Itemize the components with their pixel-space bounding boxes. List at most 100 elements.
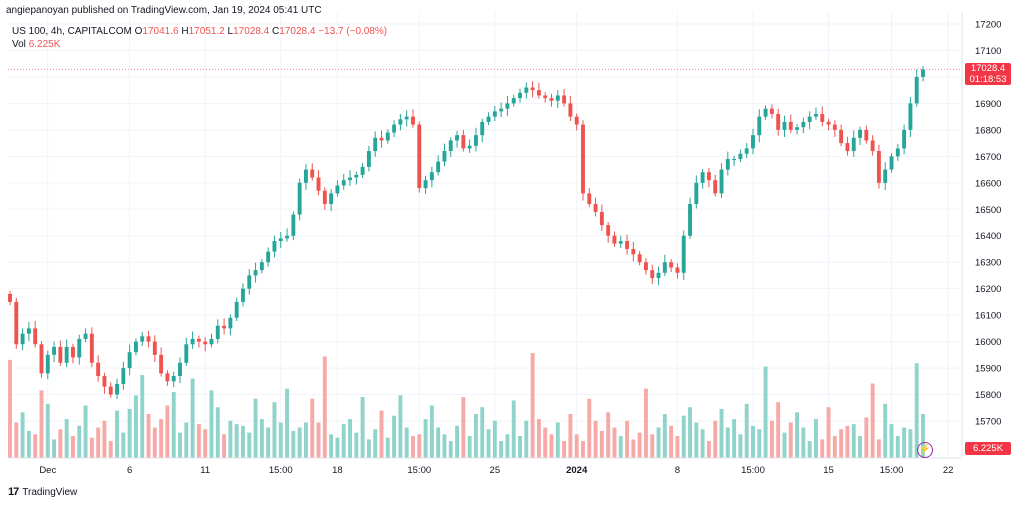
- volume-bar: [581, 441, 585, 458]
- volume-bar: [71, 436, 75, 458]
- candle-body: [45, 354, 50, 374]
- candle-body: [373, 137, 378, 152]
- volume-bar: [102, 420, 107, 458]
- volume-bar: [20, 412, 25, 458]
- volume-bar: [518, 436, 522, 458]
- candle-body: [486, 116, 491, 122]
- candle-body: [20, 333, 25, 345]
- y-tick-label: 16100: [975, 311, 1001, 322]
- volume-bar: [140, 375, 145, 458]
- volume-bar: [725, 427, 730, 458]
- candle-body: [826, 121, 831, 125]
- x-tick-label: 2024: [566, 465, 588, 476]
- volume-bar: [329, 434, 334, 458]
- candle-body: [581, 124, 585, 194]
- volume-bar: [14, 422, 19, 458]
- volume-bar: [133, 395, 138, 458]
- volume-bar: [700, 429, 705, 458]
- y-tick-label: 15700: [975, 417, 1001, 428]
- symbol-ohlc-line: US 100, 4h, CAPITALCOM O17041.6 H17051.2…: [12, 26, 387, 37]
- volume-bar: [89, 437, 94, 458]
- volume-bar: [241, 425, 245, 458]
- candle-body: [184, 344, 189, 363]
- volume-bar: [612, 427, 617, 458]
- last-price-value: 17028.4: [970, 63, 1006, 74]
- y-tick-label: 16500: [975, 205, 1001, 216]
- candle-body: [681, 235, 686, 273]
- volume-bar: [694, 422, 699, 458]
- volume-bar: [795, 412, 800, 458]
- volume-bar: [650, 434, 655, 458]
- candle-body: [196, 338, 201, 342]
- volume-bar: [587, 398, 592, 458]
- volume-bar: [83, 405, 88, 458]
- open-label: O: [134, 26, 143, 37]
- volume-bar: [505, 434, 510, 458]
- volume-bar: [215, 407, 220, 458]
- y-tick-label: 17100: [975, 46, 1001, 57]
- volume-bar: [228, 420, 233, 458]
- volume-bar: [706, 441, 711, 458]
- volume-bar: [108, 441, 113, 458]
- volume-bar: [45, 403, 50, 458]
- y-tick-label: 16600: [975, 178, 1001, 189]
- candle-body: [203, 341, 208, 345]
- candle-body: [423, 180, 428, 189]
- y-tick-label: 16800: [975, 125, 1001, 136]
- volume-bar: [310, 398, 315, 458]
- candle-body: [650, 270, 655, 279]
- candle-body: [102, 376, 107, 387]
- volume-bar: [807, 441, 812, 458]
- candle-body: [763, 108, 768, 117]
- candle-body: [209, 338, 214, 345]
- volume-bar: [530, 353, 535, 458]
- candle-body: [669, 262, 674, 268]
- volume-bar: [763, 366, 768, 458]
- candle-body: [379, 137, 384, 141]
- candle-body: [795, 127, 800, 130]
- volume-bar: [222, 434, 227, 458]
- volume-bar: [127, 408, 132, 458]
- volume-bar: [266, 427, 271, 458]
- candle-body: [587, 193, 592, 204]
- candle-body: [631, 248, 636, 255]
- volume-bar: [96, 427, 101, 458]
- volume-bar: [316, 422, 321, 458]
- candle-body: [858, 129, 862, 138]
- candle-body: [448, 140, 453, 152]
- volume-line: Vol 6.225K: [12, 39, 60, 50]
- candle-body: [876, 151, 881, 183]
- candle-body: [902, 129, 907, 149]
- candle-body: [335, 185, 340, 194]
- candle-body: [511, 98, 516, 104]
- candle-body: [33, 328, 38, 345]
- tradingview-brand[interactable]: 17 TradingView: [8, 486, 77, 498]
- volume-bar: [404, 427, 409, 458]
- candle-body: [354, 174, 359, 178]
- candle-body: [159, 354, 164, 374]
- volume-bar: [776, 402, 781, 458]
- volume-bar: [751, 425, 755, 458]
- candle-body: [266, 251, 271, 263]
- candle-body: [788, 121, 793, 130]
- y-tick-label: 16200: [975, 284, 1001, 295]
- candle-body: [719, 169, 724, 194]
- volume-bar: [385, 437, 390, 458]
- volume-bar: [908, 429, 913, 458]
- candle-body: [297, 182, 302, 215]
- volume-bar: [165, 405, 170, 458]
- candle-body: [152, 341, 157, 355]
- candle-body: [688, 203, 692, 236]
- candle-body: [706, 172, 711, 181]
- candle-body: [518, 92, 522, 99]
- lightning-icon[interactable]: ⚡: [917, 442, 933, 458]
- volume-bar: [291, 430, 296, 458]
- candle-body: [562, 95, 567, 104]
- candle-body: [190, 338, 195, 345]
- bar-countdown: 01:18:53: [969, 74, 1007, 85]
- candle-body: [417, 124, 422, 189]
- candle-body: [839, 129, 844, 144]
- candle-body: [442, 151, 447, 162]
- candle-body: [908, 103, 913, 130]
